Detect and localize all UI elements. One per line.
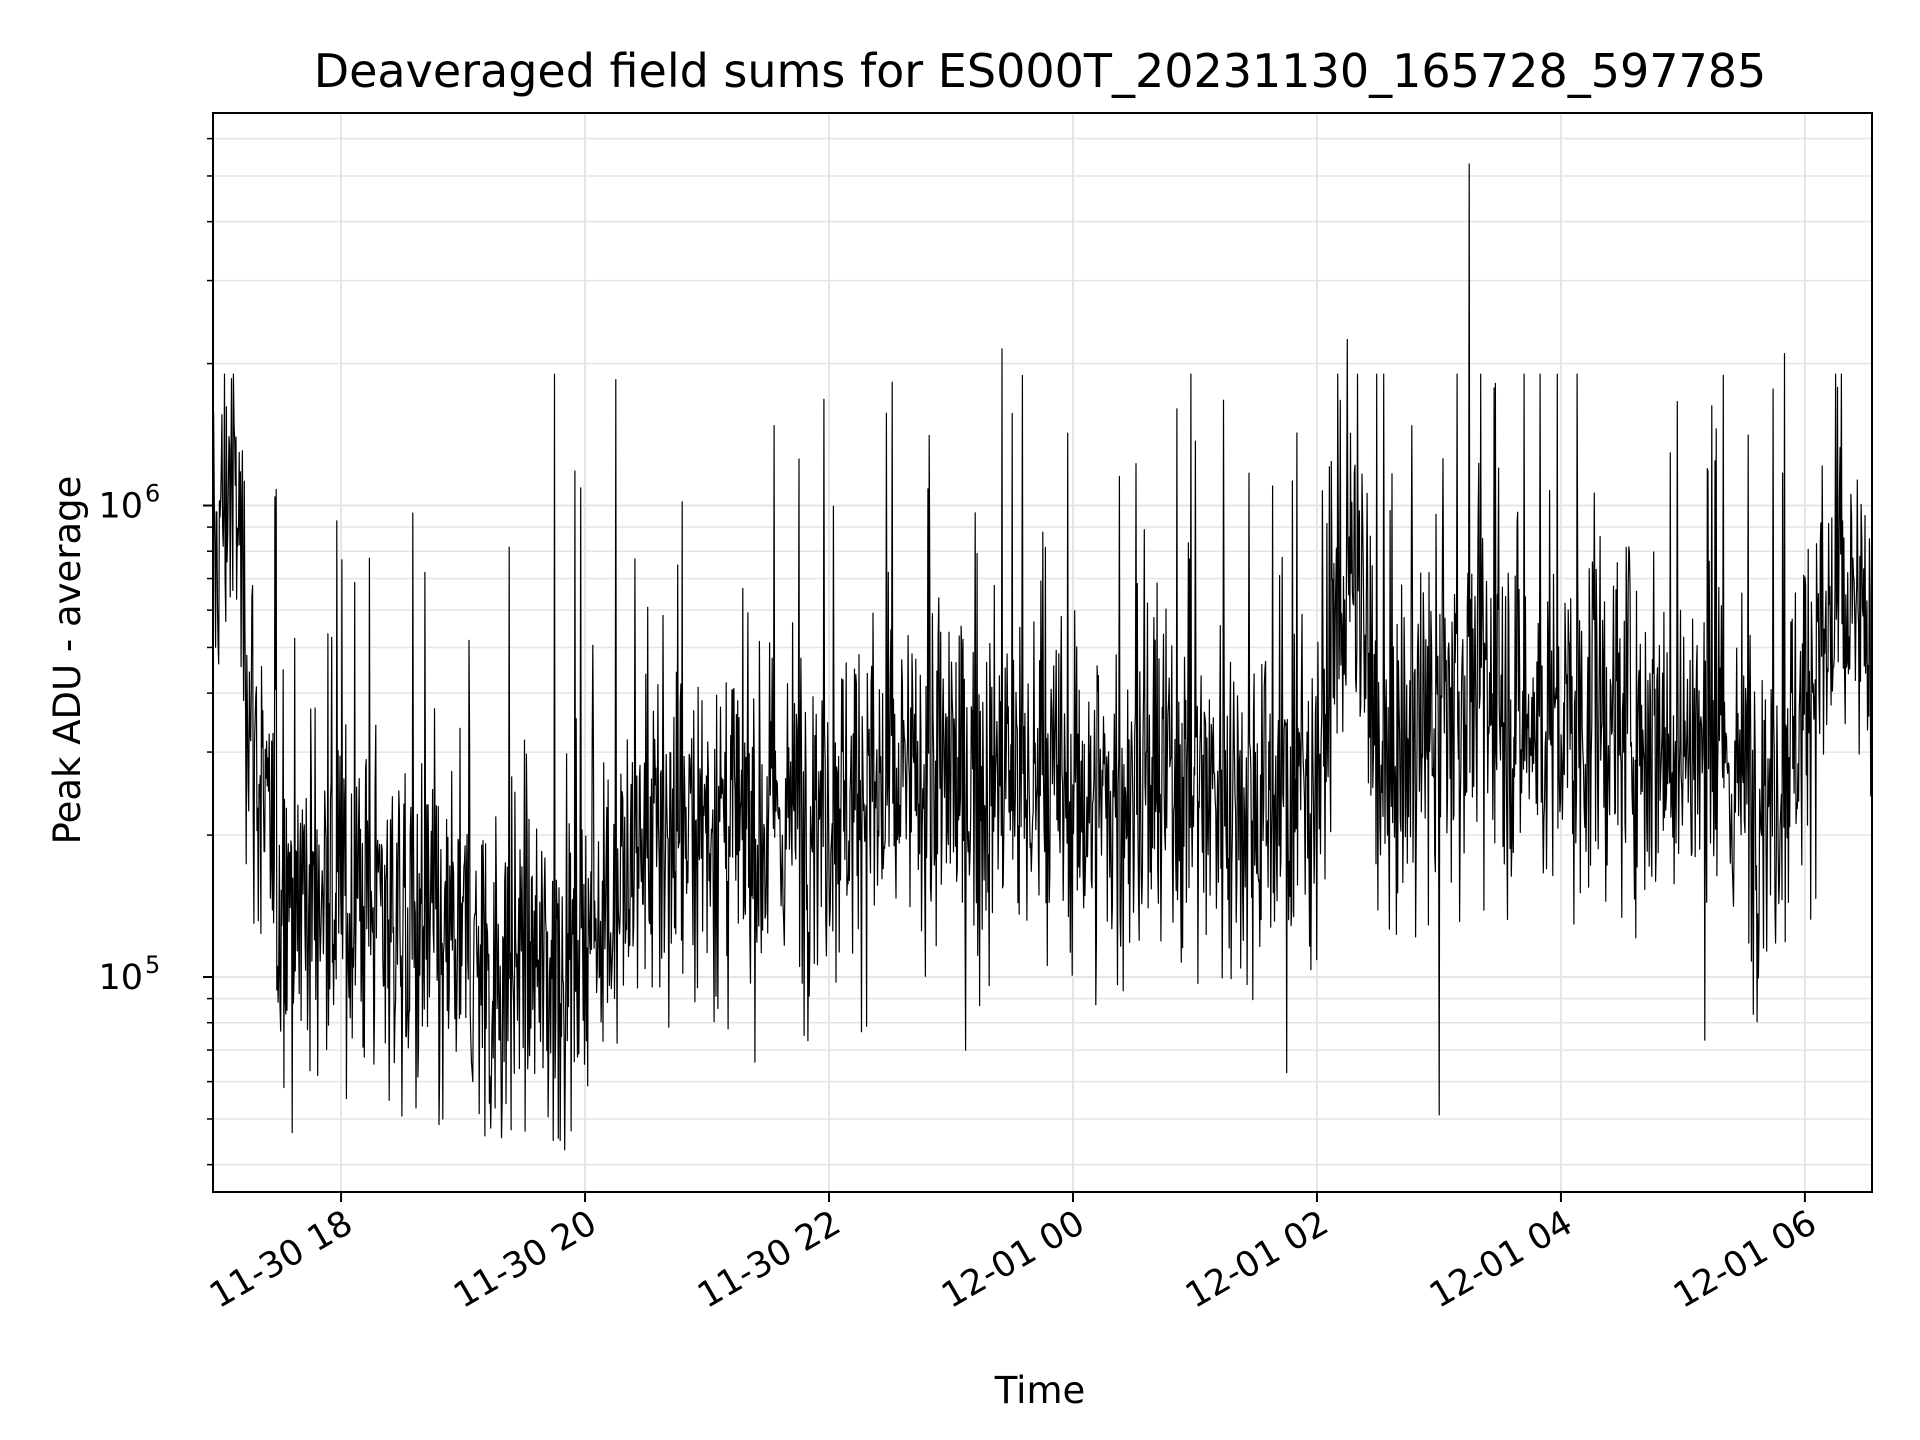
series-line — [212, 163, 1873, 1151]
y-tick-label: 10 — [98, 958, 143, 998]
y-axis-label: Peak ADU - average — [46, 476, 89, 845]
y-tick-exponent: 5 — [145, 951, 160, 979]
series-layer — [212, 163, 1873, 1151]
plot-frame — [212, 112, 1873, 1193]
x-axis-label: Time — [994, 1369, 1086, 1412]
y-tick-label: 10 — [98, 487, 143, 527]
y-tick-exponent: 6 — [145, 480, 160, 508]
chart-title: Deaveraged field sums for ES000T_2023113… — [314, 44, 1767, 98]
